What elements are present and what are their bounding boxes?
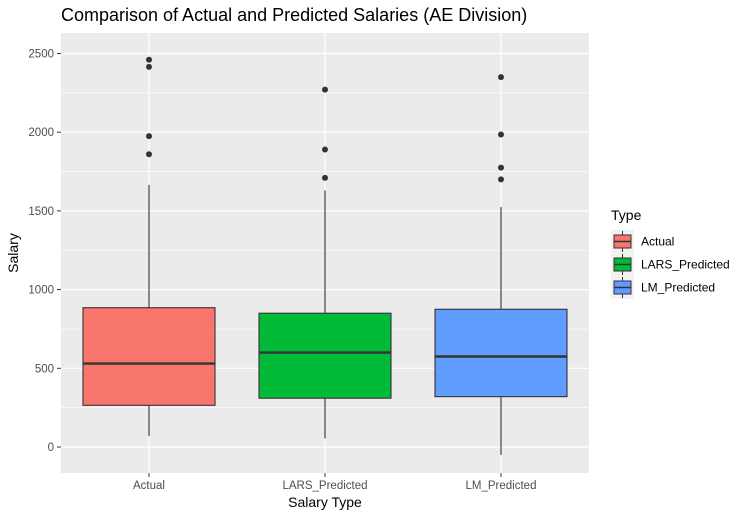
legend-label: LARS_Predicted <box>641 258 730 272</box>
box-iqr <box>258 312 392 399</box>
x-tick-label: LM_Predicted <box>466 480 537 492</box>
box-actual <box>82 56 216 437</box>
x-axis-title: Salary Type <box>288 494 362 510</box>
legend-item-lars-predicted: LARS_Predicted <box>611 253 730 276</box>
outlier-point <box>146 151 152 158</box>
outlier-point <box>322 146 328 153</box>
legend-title: Type <box>611 207 642 223</box>
x-tick-label: LARS_Predicted <box>282 480 367 492</box>
box-lars-predicted <box>258 86 392 439</box>
y-tick-label: 1500 <box>28 206 54 218</box>
chart-title: Comparison of Actual and Predicted Salar… <box>61 5 527 25</box>
outlier-point <box>146 63 152 70</box>
y-tick-label: 0 <box>48 442 54 454</box>
y-tick-label: 2000 <box>28 127 54 139</box>
outlier-point <box>498 176 504 183</box>
box-iqr <box>82 307 216 406</box>
outlier-point <box>146 56 152 63</box>
x-axis: Actual LARS_Predicted LM_Predicted <box>133 473 536 492</box>
box-iqr <box>434 308 568 398</box>
legend-item-lm-predicted: LM_Predicted <box>611 276 715 299</box>
y-tick-label: 2500 <box>28 48 54 60</box>
outlier-point <box>146 133 152 140</box>
legend-label: LM_Predicted <box>641 281 715 295</box>
legend-label: Actual <box>641 235 674 249</box>
outlier-point <box>498 131 504 138</box>
boxes <box>82 56 568 455</box>
y-tick-label: 500 <box>35 363 54 375</box>
outlier-point <box>498 164 504 171</box>
y-axis-title: Salary <box>5 233 21 273</box>
outlier-point <box>322 174 328 181</box>
x-tick-label: Actual <box>133 480 165 492</box>
legend: Type Actual LARS_Predicted LM_Predicted <box>611 207 730 299</box>
box-lm-predicted <box>434 74 568 455</box>
outlier-point <box>498 74 504 81</box>
y-tick-label: 1000 <box>28 285 54 297</box>
y-axis: 0 500 1000 1500 2000 2500 <box>28 48 61 454</box>
outlier-point <box>322 86 328 93</box>
legend-item-actual: Actual <box>611 230 674 253</box>
